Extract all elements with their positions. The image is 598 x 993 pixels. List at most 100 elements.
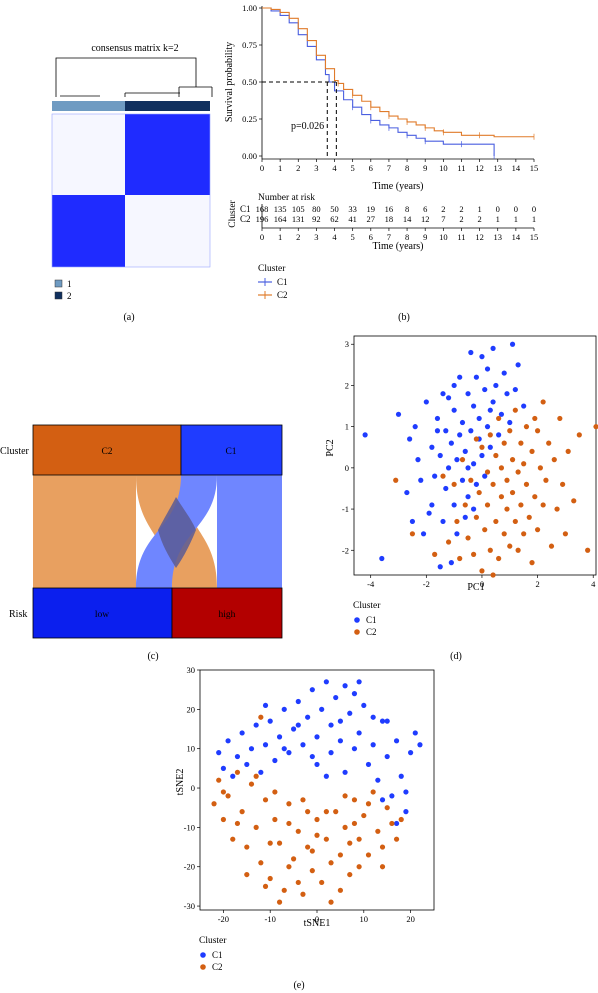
- point-c1: [370, 742, 376, 748]
- km-x-tick-label: 11: [457, 163, 465, 173]
- y-tick-label: 0: [191, 783, 195, 793]
- y-tick-label: 2: [345, 380, 349, 390]
- point-c2: [507, 543, 513, 549]
- point-c1: [395, 411, 402, 417]
- point-c2: [342, 824, 348, 830]
- point-c1: [471, 461, 477, 467]
- legend-c2-label: C2: [277, 290, 288, 300]
- risk-x-tick-label: 0: [260, 232, 264, 242]
- point-c1: [429, 502, 435, 508]
- km-y-tick-label: 1.00: [242, 3, 257, 13]
- panel-c-flows: [33, 475, 282, 588]
- point-c1: [295, 722, 301, 728]
- x-tick-label: 20: [406, 914, 415, 924]
- point-c2: [276, 899, 283, 905]
- point-c2: [398, 816, 404, 823]
- point-c2: [518, 440, 524, 446]
- flow-overlap: [158, 497, 196, 568]
- node-low: [32, 587, 173, 639]
- point-c2: [479, 444, 485, 450]
- point-c2: [534, 428, 541, 434]
- panel-a-matrix-border: [51, 113, 211, 268]
- point-c2: [521, 461, 527, 467]
- point-c1: [379, 555, 385, 562]
- risk-count-c2: 14: [403, 214, 412, 224]
- risk-count-c2: 2: [459, 214, 463, 224]
- point-c1: [351, 746, 358, 752]
- point-c1: [504, 391, 510, 397]
- panel-c-bottom-label: Risk: [9, 609, 27, 620]
- point-c2: [509, 457, 516, 463]
- point-c1: [258, 769, 264, 775]
- point-c1: [314, 761, 320, 768]
- panel-e-legend-title: Cluster: [199, 936, 227, 946]
- risk-table-xlabel: Time (years): [372, 241, 423, 252]
- legend-c2-label: C2: [212, 962, 223, 972]
- panel-c-top-label: Cluster: [0, 446, 30, 457]
- km-y-tick-label: 0.00: [242, 151, 257, 161]
- panel-b-ylabel: Survival probability: [224, 42, 235, 122]
- point-c1: [300, 742, 306, 748]
- point-c2: [554, 506, 560, 512]
- point-c1: [445, 465, 452, 471]
- panel-b-pvalue: p=0.026: [291, 121, 324, 132]
- point-c1: [365, 761, 372, 768]
- x-tick-label: 2: [535, 579, 539, 589]
- point-c1: [408, 750, 414, 756]
- point-c2: [509, 489, 516, 496]
- point-c1: [398, 773, 404, 779]
- panel-b-label: (b): [398, 312, 410, 323]
- risk-table-row-label: Cluster: [228, 199, 238, 227]
- point-c1: [342, 683, 348, 689]
- risk-count-c1: 80: [312, 204, 321, 214]
- point-c2: [356, 836, 362, 842]
- point-c2: [593, 424, 598, 430]
- point-c1: [393, 820, 400, 827]
- y-tick-label: -1: [342, 504, 349, 514]
- point-c1: [454, 531, 460, 537]
- point-c1: [244, 761, 250, 768]
- risk-count-c2: 7: [441, 214, 445, 224]
- km-x-tick-label: 15: [530, 163, 539, 173]
- point-c1: [509, 341, 516, 347]
- point-c1: [482, 473, 488, 479]
- point-c2: [239, 809, 245, 815]
- panel-b-legend-title: Cluster: [258, 264, 286, 274]
- legend-label-2: 2: [67, 291, 72, 301]
- point-c1: [328, 722, 334, 728]
- risk-count-c1: 16: [385, 204, 394, 214]
- point-c1: [253, 722, 259, 728]
- panel-d-label: (d): [450, 651, 462, 662]
- risk-count-c1: 8: [405, 204, 409, 214]
- point-c1: [333, 694, 339, 701]
- point-c1: [389, 793, 395, 799]
- point-c1: [443, 485, 449, 492]
- point-c2: [262, 797, 269, 803]
- point-c2: [244, 871, 250, 878]
- point-c1: [454, 457, 460, 463]
- km-x-tick-label: 7: [387, 163, 391, 173]
- x-tick-label: -2: [423, 579, 430, 589]
- panel-a-title: consensus matrix k=2: [91, 43, 178, 54]
- panel-b-risk-table: Number at risk Cluster C1 C2 Time (years…: [228, 193, 538, 252]
- point-c2: [248, 781, 255, 787]
- point-c2: [471, 551, 477, 557]
- point-c1: [445, 395, 452, 401]
- legend-c1-label: C1: [212, 950, 223, 960]
- point-c1: [451, 502, 457, 508]
- point-c2: [286, 820, 292, 827]
- point-c2: [309, 868, 315, 874]
- point-c1: [437, 564, 443, 570]
- point-c1: [459, 477, 466, 483]
- point-c2: [529, 560, 535, 566]
- point-c1: [418, 477, 424, 483]
- point-c2: [432, 551, 438, 557]
- km-curve-c1: [262, 7, 495, 156]
- risk-row-c1-name: C1: [240, 204, 251, 214]
- point-c2: [267, 875, 273, 882]
- km-x-tick-label: 2: [296, 163, 300, 173]
- point-c1: [362, 432, 368, 438]
- point-c1: [443, 428, 449, 434]
- node-c1: [180, 424, 283, 476]
- risk-count-c2: 12: [421, 214, 430, 224]
